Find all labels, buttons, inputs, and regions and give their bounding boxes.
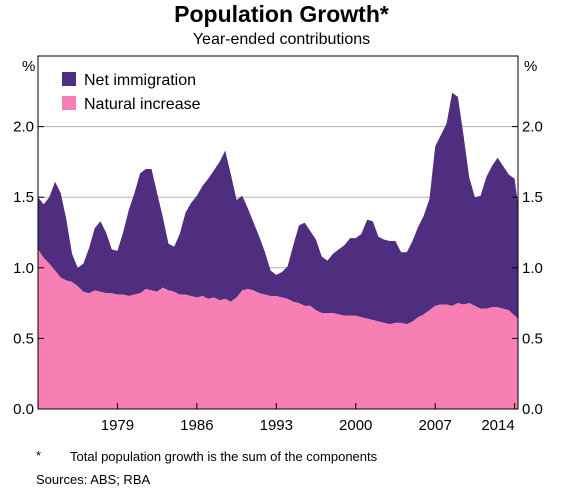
footnote-text: Total population growth is the sum of th…	[70, 449, 378, 464]
y-tick-label-left-2: 1.0	[13, 260, 34, 277]
chart-title: Population Growth*	[174, 1, 389, 27]
chart-subtitle: Year-ended contributions	[192, 31, 371, 48]
y-unit-left: %	[22, 58, 35, 75]
x-tick-label-1: 1986	[180, 417, 213, 434]
legend-swatch-natural-increase	[62, 96, 76, 110]
x-tick-label-5: 2014	[481, 417, 514, 434]
x-tick-label-0: 1979	[101, 417, 134, 434]
y-tick-label-right-2: 1.0	[522, 260, 543, 277]
y-tick-label-right-1: 0.5	[522, 330, 543, 347]
plot-frame	[37, 55, 519, 410]
legend-label-net-immigration: Net immigration	[84, 72, 196, 89]
area-net-immigration	[38, 92, 518, 325]
y-tick-label-left-1: 0.5	[13, 330, 34, 347]
x-tick-label-2: 1993	[260, 417, 293, 434]
area-natural-increase	[38, 249, 518, 409]
y-tick-label-left-3: 1.5	[13, 189, 34, 206]
sources-note: Sources: ABS; RBA	[36, 472, 151, 487]
y-tick-label-left-0: 0.0	[13, 401, 34, 418]
x-tick-label-4: 2007	[418, 417, 451, 434]
y-tick-label-right-3: 1.5	[522, 189, 543, 206]
legend-label-natural-increase: Natural increase	[84, 96, 201, 113]
footnote-marker: *	[36, 448, 42, 463]
x-tick-label-3: 2000	[339, 417, 372, 434]
y-tick-label-right-4: 2.0	[522, 119, 543, 136]
axes: 0.0 0.0 0.5 0.5 1.0 1.0 1.5 1.5 2.0 2.0 1979 1986 19…	[13, 119, 543, 434]
legend: Net immigration Natural increase	[62, 72, 201, 113]
legend-swatch-net-immigration	[62, 72, 76, 86]
stacked-areas	[38, 92, 518, 409]
y-tick-label-left-4: 2.0	[13, 119, 34, 136]
y-tick-label-right-0: 0.0	[522, 401, 543, 418]
y-unit-right: %	[524, 58, 537, 75]
